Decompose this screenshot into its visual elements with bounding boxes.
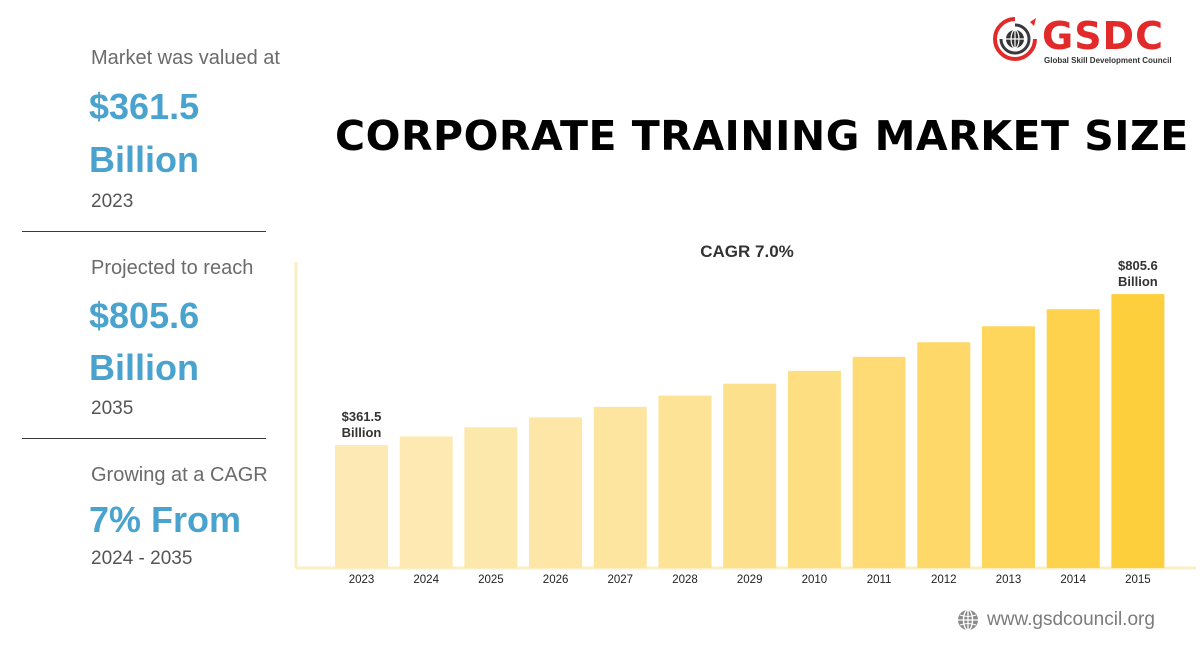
bar-2025 <box>464 427 518 568</box>
x-tick-label: 2029 <box>737 574 763 586</box>
growth-value: 7% From <box>89 499 242 540</box>
x-tick-label: 2014 <box>1060 574 1086 586</box>
footer-link[interactable]: www.gsdcouncil.org <box>957 609 1155 631</box>
bar-2028 <box>658 395 712 568</box>
x-tick-label: 2013 <box>996 574 1022 586</box>
divider-bottom <box>22 438 266 439</box>
bar-2026 <box>529 417 583 568</box>
x-tick-label: 2010 <box>802 574 828 586</box>
projected-unit: Billion <box>89 347 199 388</box>
bar-2010 <box>787 370 841 568</box>
bar-2015 <box>1111 294 1165 568</box>
bar-2024 <box>399 436 453 568</box>
footer-url: www.gsdcouncil.org <box>987 609 1155 630</box>
x-tick-label: 2011 <box>867 574 892 586</box>
data-label-unit: Billion <box>342 425 382 440</box>
logo-subtitle: Global Skill Development Council <box>1044 56 1172 65</box>
x-tick-label: 2025 <box>478 574 504 586</box>
bar-2027 <box>593 406 647 568</box>
data-label-unit: Billion <box>1118 274 1158 289</box>
bar-2013 <box>982 326 1035 568</box>
projected-amount: $805.6 <box>89 295 200 336</box>
x-tick-label: 2028 <box>672 574 698 586</box>
divider-top <box>22 231 266 232</box>
valued-amount: $361.5 <box>89 86 200 127</box>
bar-2023 <box>335 445 388 568</box>
logo-text: GSDC <box>1042 14 1164 58</box>
x-tick-label: 2023 <box>349 574 375 586</box>
bar-2014 <box>1046 309 1100 568</box>
valued-year: 2023 <box>91 191 134 212</box>
cagr-label: CAGR 7.0% <box>700 242 794 261</box>
bar-2029 <box>723 383 777 568</box>
gsdc-logo[interactable]: GSDC Global Skill Development Council <box>992 14 1172 70</box>
x-tick-label: 2012 <box>931 574 957 586</box>
globe-icon <box>958 609 978 631</box>
x-tick-label: 2024 <box>413 574 439 586</box>
growth-label: Growing at a CAGR <box>91 464 268 486</box>
x-tick-label: 2026 <box>543 574 569 586</box>
globe-logo-icon <box>993 17 1037 61</box>
valued-unit: Billion <box>89 139 199 180</box>
x-tick-label: 2015 <box>1125 574 1151 586</box>
projected-year: 2035 <box>91 398 134 419</box>
valued-label: Market was valued at <box>91 47 280 69</box>
chart-title: CORPORATE TRAINING MARKET SIZE <box>335 112 1189 160</box>
bar-2012 <box>917 342 971 568</box>
projected-label: Projected to reach <box>91 257 254 279</box>
bar-2011 <box>852 356 906 568</box>
growth-period: 2024 - 2035 <box>91 548 193 569</box>
data-label-value: $361.5 <box>342 409 382 424</box>
x-tick-label: 2027 <box>608 574 634 586</box>
data-label-value: $805.6 <box>1118 258 1158 273</box>
